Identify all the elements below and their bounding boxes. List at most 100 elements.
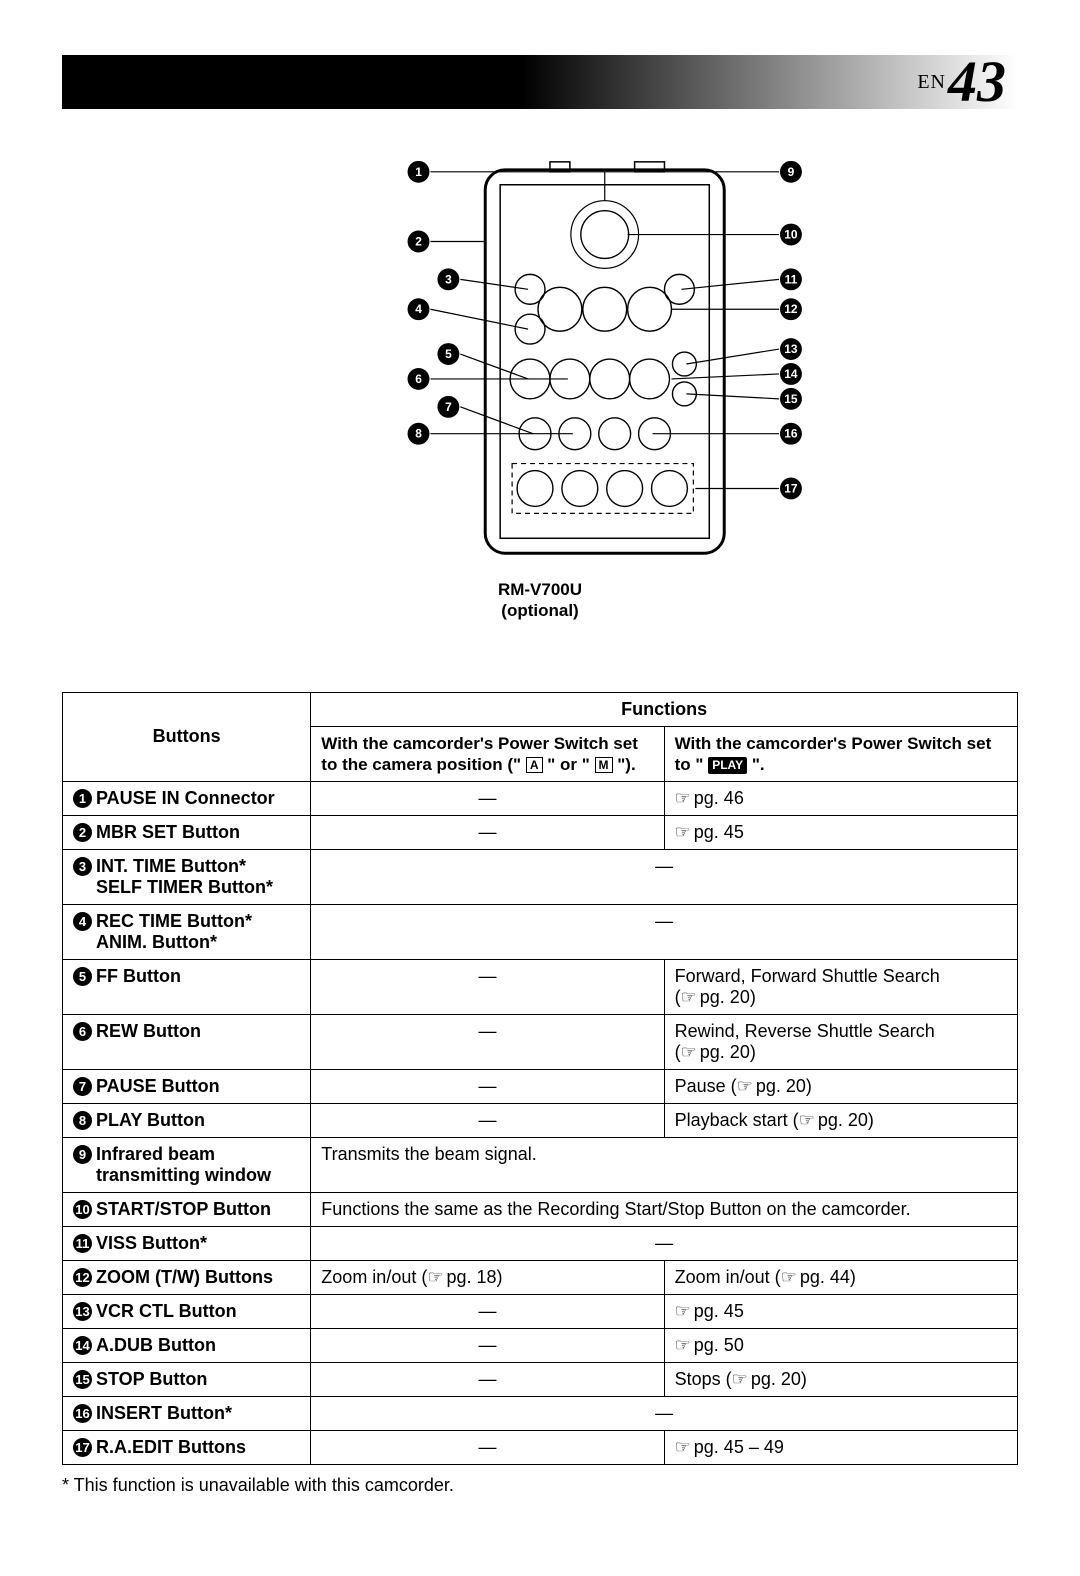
callout-number: 8 <box>73 1111 92 1130</box>
callout-number: 4 <box>73 912 92 931</box>
footnote: * This function is unavailable with this… <box>62 1475 1018 1496</box>
button-cell: 12ZOOM (T/W) Buttons <box>63 1261 311 1295</box>
camera-cell: — <box>311 1015 664 1070</box>
remote-note: (optional) <box>501 601 578 620</box>
svg-text:9: 9 <box>788 165 795 179</box>
callout-number: 13 <box>73 1302 92 1321</box>
remote-svg: 1234567891011121314151617 <box>62 159 1018 569</box>
page-header-bar: EN 43 <box>62 55 1018 109</box>
callout-number: 11 <box>73 1234 92 1253</box>
camera-cell: — <box>311 1295 664 1329</box>
svg-text:14: 14 <box>784 367 798 381</box>
table-row: 17R.A.EDIT Buttons—pg. 45 – 49 <box>63 1431 1018 1465</box>
button-cell: 8PLAY Button <box>63 1104 311 1138</box>
play-cell: Zoom in/out (pg. 44) <box>664 1261 1017 1295</box>
manual-page: EN 43 1234567891011121314151617 RM-V700U… <box>0 0 1080 1576</box>
button-cell: 16INSERT Button* <box>63 1397 311 1431</box>
button-cell: 9Infrared beamtransmitting window <box>63 1138 311 1193</box>
play-cell: Forward, Forward Shuttle Search(pg. 20) <box>664 960 1017 1015</box>
button-cell: 15STOP Button <box>63 1363 311 1397</box>
table-row: 11VISS Button*— <box>63 1227 1018 1261</box>
th-buttons: Buttons <box>63 692 311 782</box>
button-cell: 13VCR CTL Button <box>63 1295 311 1329</box>
camera-cell: — <box>311 1431 664 1465</box>
merged-cell: — <box>311 1227 1018 1261</box>
table-row: 3INT. TIME Button*SELF TIMER Button*— <box>63 850 1018 905</box>
remote-diagram: 1234567891011121314151617 <box>62 159 1018 569</box>
camera-cell: — <box>311 816 664 850</box>
svg-text:11: 11 <box>785 272 798 286</box>
table-row: 9Infrared beamtransmitting windowTransmi… <box>63 1138 1018 1193</box>
svg-text:13: 13 <box>784 342 798 356</box>
svg-text:1: 1 <box>415 165 422 179</box>
table-row: 5FF Button—Forward, Forward Shuttle Sear… <box>63 960 1018 1015</box>
button-cell: 7PAUSE Button <box>63 1070 311 1104</box>
th-camera: With the camcorder's Power Switch set to… <box>321 733 653 776</box>
play-cell: pg. 50 <box>664 1329 1017 1363</box>
callout-number: 14 <box>73 1336 92 1355</box>
button-cell: 4REC TIME Button*ANIM. Button* <box>63 905 311 960</box>
callout-number: 15 <box>73 1370 92 1389</box>
th-functions: Functions <box>311 692 1018 726</box>
table-row: 14A.DUB Button—pg. 50 <box>63 1329 1018 1363</box>
svg-text:4: 4 <box>415 302 422 316</box>
button-cell: 14A.DUB Button <box>63 1329 311 1363</box>
button-cell: 1PAUSE IN Connector <box>63 782 311 816</box>
table-row: 1PAUSE IN Connector—pg. 46 <box>63 782 1018 816</box>
svg-text:8: 8 <box>415 427 422 441</box>
callout-number: 17 <box>73 1438 92 1457</box>
table-row: 15STOP Button—Stops (pg. 20) <box>63 1363 1018 1397</box>
svg-text:17: 17 <box>784 481 798 495</box>
svg-text:10: 10 <box>784 228 798 242</box>
table-row: 10START/STOP ButtonFunctions the same as… <box>63 1193 1018 1227</box>
table-row: 7PAUSE Button—Pause (pg. 20) <box>63 1070 1018 1104</box>
svg-text:7: 7 <box>445 400 452 414</box>
table-row: 4REC TIME Button*ANIM. Button*— <box>63 905 1018 960</box>
page-number: 43 <box>948 59 1006 105</box>
callout-number: 7 <box>73 1077 92 1096</box>
button-cell: 5FF Button <box>63 960 311 1015</box>
table-row: 6REW Button—Rewind, Reverse Shuttle Sear… <box>63 1015 1018 1070</box>
camera-cell: — <box>311 960 664 1015</box>
svg-text:16: 16 <box>784 427 798 441</box>
svg-text:15: 15 <box>784 392 798 406</box>
remote-caption: RM-V700U (optional) <box>62 579 1018 622</box>
remote-model: RM-V700U <box>498 580 582 599</box>
camera-cell: — <box>311 782 664 816</box>
callout-number: 9 <box>73 1145 92 1164</box>
merged-cell: — <box>311 1397 1018 1431</box>
callout-number: 1 <box>73 789 92 808</box>
callout-number: 3 <box>73 857 92 876</box>
table-row: 12ZOOM (T/W) ButtonsZoom in/out (pg. 18)… <box>63 1261 1018 1295</box>
button-cell: 6REW Button <box>63 1015 311 1070</box>
play-cell: Stops (pg. 20) <box>664 1363 1017 1397</box>
camera-cell: — <box>311 1104 664 1138</box>
play-cell: Rewind, Reverse Shuttle Search(pg. 20) <box>664 1015 1017 1070</box>
play-cell: pg. 45 – 49 <box>664 1431 1017 1465</box>
callout-number: 5 <box>73 967 92 986</box>
merged-cell: — <box>311 905 1018 960</box>
button-cell: 11VISS Button* <box>63 1227 311 1261</box>
functions-table: Buttons Functions With the camcorder's P… <box>62 692 1018 1466</box>
table-row: 16INSERT Button*— <box>63 1397 1018 1431</box>
callout-number: 6 <box>73 1022 92 1041</box>
play-cell: pg. 45 <box>664 1295 1017 1329</box>
camera-cell: — <box>311 1329 664 1363</box>
svg-text:2: 2 <box>415 234 422 248</box>
button-cell: 10START/STOP Button <box>63 1193 311 1227</box>
camera-cell: — <box>311 1070 664 1104</box>
callout-number: 10 <box>73 1200 92 1219</box>
svg-text:12: 12 <box>784 302 798 316</box>
play-cell: pg. 45 <box>664 816 1017 850</box>
callout-number: 2 <box>73 823 92 842</box>
table-row: 8PLAY Button—Playback start (pg. 20) <box>63 1104 1018 1138</box>
svg-text:5: 5 <box>445 347 452 361</box>
play-cell: pg. 46 <box>664 782 1017 816</box>
button-cell: 3INT. TIME Button*SELF TIMER Button* <box>63 850 311 905</box>
button-cell: 17R.A.EDIT Buttons <box>63 1431 311 1465</box>
camera-cell: — <box>311 1363 664 1397</box>
play-cell: Playback start (pg. 20) <box>664 1104 1017 1138</box>
merged-cell: — <box>311 850 1018 905</box>
merged-cell: Functions the same as the Recording Star… <box>311 1193 1018 1227</box>
page-number-prefix: EN <box>917 71 946 94</box>
